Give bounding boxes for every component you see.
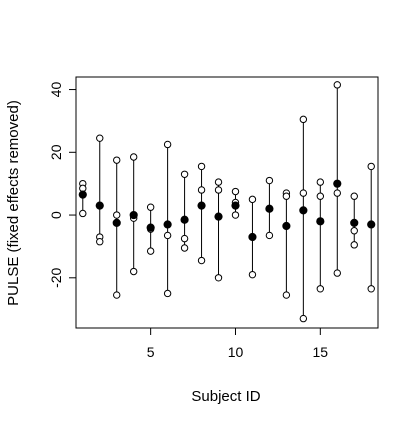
subject-14-observation-1 — [299, 115, 308, 124]
subject-10 — [231, 187, 240, 219]
subject-4-observation-1 — [129, 153, 138, 161]
subject-14 — [299, 115, 308, 323]
subject-15-observation-1 — [316, 178, 325, 186]
subject-4 — [129, 153, 138, 276]
subject-5-observation-3 — [146, 247, 155, 255]
subject-17 — [350, 192, 359, 249]
subject-14-observation-2 — [299, 189, 308, 197]
subject-6-mean-point — [163, 220, 172, 229]
y-tick-label-20: 20 — [48, 144, 64, 160]
subject-7-observation-2 — [180, 234, 189, 243]
subject-9-observation-1 — [214, 178, 223, 186]
subject-3 — [112, 156, 121, 299]
subject-13-observation-2 — [282, 192, 291, 200]
y-axis-label: PULSE (fixed effects removed) — [5, 100, 22, 306]
subject-12 — [265, 176, 274, 240]
subject-3-mean-point — [112, 218, 121, 227]
subject-4-observation-3 — [129, 267, 138, 276]
subject-9-mean-point — [214, 212, 223, 221]
subject-18-observation-1 — [367, 162, 375, 171]
subject-13-observation-3 — [282, 291, 291, 299]
subject-2-observation-1 — [96, 134, 104, 142]
subject-18-mean-point — [367, 220, 376, 229]
subject-12-mean-point — [265, 204, 274, 213]
y-tick-label-0: 0 — [48, 211, 64, 219]
subject-12-observation-2 — [265, 231, 274, 240]
plot-frame — [75, 76, 379, 329]
subject-10-observation-3 — [231, 211, 240, 219]
subject-1-mean-point — [78, 190, 87, 199]
x-axis: 5 10 15 — [147, 328, 329, 360]
subject-7 — [180, 170, 189, 252]
subject-5 — [146, 203, 155, 255]
subject-1-observation-3 — [79, 209, 87, 218]
subject-6-observation-2 — [163, 231, 172, 240]
subject-16-mean-point — [333, 179, 342, 188]
subject-2 — [95, 134, 104, 246]
subject-7-mean-point — [180, 215, 189, 224]
subject-9-observation-2 — [214, 186, 223, 194]
subject-16 — [333, 81, 342, 277]
subject-5-mean-point — [146, 223, 155, 232]
subject-6-observation-1 — [163, 140, 172, 149]
subject-3-observation-1 — [113, 156, 121, 164]
subject-17-observation-1 — [350, 192, 358, 200]
subject-7-observation-3 — [180, 244, 189, 252]
subject-14-mean-point — [299, 206, 308, 215]
subject-2-mean-point — [95, 201, 104, 210]
subject-2-observation-3 — [96, 238, 104, 246]
subject-16-observation-2 — [333, 189, 341, 197]
y-tick-label-40: 40 — [48, 82, 64, 98]
x-tick-label-5: 5 — [147, 344, 155, 360]
subject-15-observation-2 — [316, 192, 325, 200]
subject-6-observation-3 — [163, 289, 172, 298]
subject-17-observation-3 — [350, 241, 358, 249]
subject-3-observation-3 — [113, 291, 121, 299]
y-tick-label--20: -20 — [48, 267, 64, 287]
subject-14-observation-3 — [299, 314, 308, 323]
subject-9 — [214, 178, 223, 282]
y-axis: -20 0 20 40 — [48, 82, 76, 288]
subject-16-observation-3 — [333, 269, 341, 277]
subject-3-observation-2 — [113, 211, 121, 219]
subject-17-mean-point — [350, 218, 359, 227]
subject-11 — [248, 195, 257, 279]
subject-8-mean-point — [197, 201, 206, 210]
subject-1 — [78, 179, 87, 218]
subject-15 — [316, 178, 325, 293]
subject-8 — [197, 162, 206, 265]
subject-18 — [367, 162, 376, 293]
subject-13 — [282, 189, 291, 299]
subject-11-observation-1 — [248, 195, 257, 204]
subject-18-observation-3 — [367, 285, 375, 293]
subject-8-observation-1 — [197, 162, 206, 171]
subject-8-observation-2 — [197, 186, 206, 194]
subject-17-observation-2 — [350, 227, 358, 235]
subject-5-observation-1 — [146, 203, 155, 211]
x-axis-label: Subject ID — [191, 388, 260, 405]
data-marks — [78, 81, 376, 323]
subject-7-observation-1 — [180, 170, 189, 178]
subject-9-observation-3 — [214, 274, 223, 282]
subject-11-observation-2 — [248, 270, 257, 279]
subject-12-observation-1 — [265, 176, 274, 185]
subject-4-mean-point — [129, 210, 138, 220]
subject-15-mean-point — [316, 217, 325, 226]
x-tick-label-15: 15 — [313, 344, 329, 360]
subject-13-mean-point — [282, 221, 291, 231]
subject-11-mean-point — [248, 232, 257, 242]
subject-10-observation-1 — [231, 187, 240, 196]
subject-16-observation-1 — [333, 81, 341, 89]
subject-6 — [163, 140, 172, 298]
plot-area — [75, 76, 379, 329]
x-tick-label-10: 10 — [228, 344, 244, 360]
subject-10-mean-point — [231, 201, 240, 210]
subject-8-observation-3 — [197, 256, 206, 265]
subject-15-observation-3 — [316, 285, 325, 293]
